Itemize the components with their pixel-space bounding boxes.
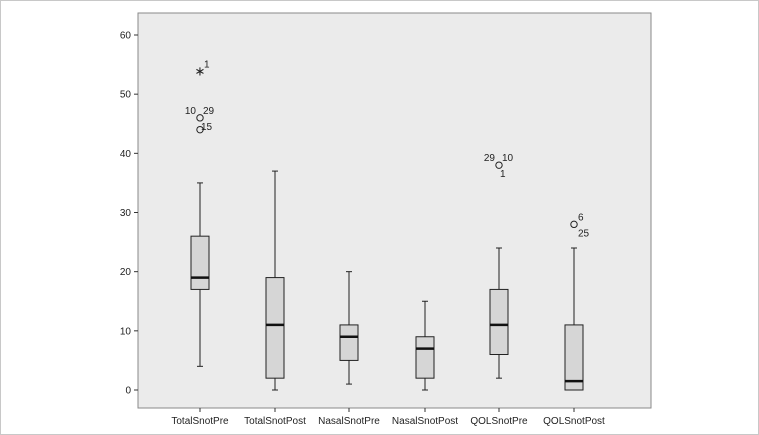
outlier-case-label: 1: [500, 169, 506, 180]
outlier-circle: [570, 220, 578, 229]
box-iqr: [415, 336, 435, 379]
x-tick-label: TotalSnotPost: [244, 416, 306, 427]
outlier-circle: [196, 114, 204, 122]
x-tick-label: QOLSnotPre: [470, 416, 528, 427]
outlier-circle: [495, 161, 503, 169]
x-tick-label: NasalSnotPre: [318, 416, 380, 427]
y-tick-label: 50: [120, 90, 132, 101]
outlier-case-label: 29: [203, 106, 215, 117]
box-iqr: [564, 324, 584, 391]
outlier-case-label: 10: [502, 153, 514, 164]
x-tick-label: QOLSnotPost: [543, 416, 605, 427]
y-tick-label: 60: [120, 31, 132, 42]
outlier-case-label: 29: [484, 153, 496, 164]
outlier-case-label: 1: [204, 60, 210, 71]
x-tick-label: NasalSnotPost: [392, 416, 458, 427]
box-iqr: [190, 235, 210, 290]
x-tick-label: TotalSnotPre: [171, 416, 229, 427]
box-iqr: [339, 324, 359, 361]
outlier-case-label: 6: [578, 212, 584, 223]
y-tick-label: 10: [120, 326, 132, 337]
y-tick-label: 0: [125, 386, 131, 397]
box-iqr: [265, 277, 285, 379]
y-tick-label: 20: [120, 267, 132, 278]
outlier-circle: [196, 125, 204, 134]
outlier-case-label: 15: [201, 122, 213, 133]
outlier-case-label: 10: [185, 106, 197, 117]
box-iqr: [489, 288, 509, 355]
y-tick-label: 40: [120, 149, 132, 160]
outlier-extreme-star: ∗: [195, 65, 206, 80]
y-tick-label: 30: [120, 208, 132, 219]
outlier-case-label: 25: [578, 228, 590, 239]
